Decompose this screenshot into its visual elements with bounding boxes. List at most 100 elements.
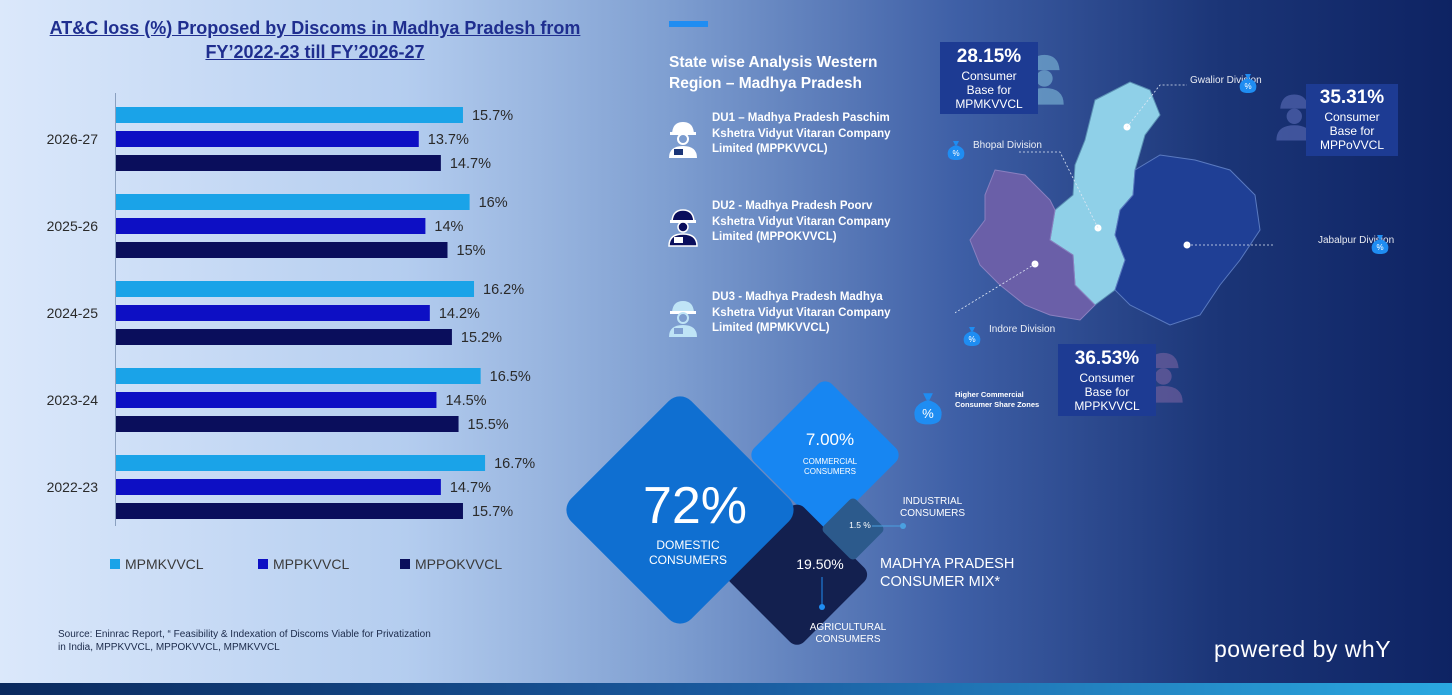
- discom-du1-text: DU1 – Madhya Pradesh Paschim Kshetra Vid…: [712, 112, 891, 155]
- discom-du2: DU2 - Madhya Pradesh Poorv Kshetra Vidyu…: [664, 199, 894, 265]
- domestic-label: DOMESTIC CONSUMERS: [648, 538, 727, 567]
- bar: [116, 131, 419, 147]
- indore-label: Indore Division: [989, 324, 1056, 335]
- bhopal-label: Bhopal Division: [973, 140, 1042, 151]
- legend-swatch: [110, 559, 120, 569]
- category-label: 2025-26: [47, 218, 99, 234]
- bar: [116, 455, 486, 471]
- category-label: 2026-27: [47, 131, 99, 147]
- bar: [116, 503, 463, 519]
- money-bag-icon: %: [963, 327, 981, 346]
- map-region-mppkvvcl: [969, 169, 1096, 321]
- money-bag-icon: %: [1371, 235, 1389, 254]
- data-label: 16.7%: [494, 456, 535, 472]
- bar: [116, 194, 470, 210]
- data-label: 14%: [434, 219, 463, 235]
- bar: [116, 392, 437, 408]
- commercial-diamond: [751, 381, 899, 529]
- chart-title: AT&C loss (%) Proposed by Discoms in Mad…: [49, 18, 581, 62]
- consumer-base-text: Consumer Base for MPPKVVCL: [1074, 371, 1140, 413]
- data-label: 13.7%: [428, 132, 469, 148]
- bar: [116, 368, 481, 384]
- consumer-mix-graphic: [566, 381, 906, 645]
- bar: [116, 416, 459, 432]
- bar: [116, 305, 430, 321]
- bar: [116, 218, 426, 234]
- category-label: 2023-24: [47, 392, 99, 408]
- svg-text:%: %: [922, 406, 934, 421]
- consumer-base-pct: 28.15%: [956, 46, 1022, 67]
- category-label: 2022-23: [47, 479, 99, 495]
- consumer-base-pct: 36.53%: [1074, 348, 1140, 369]
- svg-text:%: %: [952, 149, 959, 158]
- agricultural-pct: 19.50%: [796, 556, 844, 572]
- data-label: 16.2%: [483, 282, 524, 298]
- bottom-strip: [0, 683, 1452, 695]
- gwalior-label: Gwalior Division: [1190, 75, 1262, 86]
- money-bag-icon: %: [914, 393, 942, 425]
- svg-text:%: %: [1244, 82, 1251, 91]
- data-label: 15.5%: [468, 417, 509, 433]
- legend-swatch: [258, 559, 268, 569]
- industrial-label: INDUSTRIAL CONSUMERS: [899, 496, 965, 519]
- discom-du1: DU1 – Madhya Pradesh Paschim Kshetra Vid…: [664, 111, 894, 177]
- jabalpur-label: Jabalpur Division: [1318, 235, 1395, 246]
- bar: [116, 107, 463, 123]
- industrial-pct: 1.5 %: [849, 520, 871, 530]
- data-label: 14.7%: [450, 480, 491, 496]
- category-label: 2024-25: [47, 305, 99, 321]
- category-labels: 2026-27 2025-26 2024-25 2023-24 2022-23: [47, 131, 99, 495]
- bar: [116, 281, 475, 297]
- discom-du2-text: DU2 - Madhya Pradesh Poorv Kshetra Vidyu…: [712, 200, 891, 243]
- industrial-diamond: [822, 498, 884, 560]
- commercial-label: COMMERCIAL CONSUMERS: [802, 457, 858, 476]
- mp-map: [955, 81, 1275, 326]
- legend-label: MPPKVVCL: [273, 556, 349, 572]
- map-region-mppokvvcl: [1114, 154, 1261, 326]
- data-label: 16.5%: [490, 369, 531, 385]
- worker-icon: [669, 122, 697, 158]
- data-label: 16%: [479, 195, 508, 211]
- bars: [116, 107, 486, 519]
- discom-du3-text: DU3 - Madhya Pradesh Madhya Kshetra Vidy…: [712, 291, 891, 334]
- legend-swatch: [400, 559, 410, 569]
- data-label: 15.7%: [472, 504, 513, 520]
- commercial-pct: 7.00%: [805, 430, 855, 449]
- domestic-diamond: [566, 396, 794, 624]
- legend-label: MPMKVVCL: [125, 556, 204, 572]
- consumer-base-mpmkvvcl: 28.15% Consumer Base for MPMKVVCL: [940, 42, 1038, 114]
- worker-icon: [668, 209, 698, 247]
- consumer-mix-title: MADHYA PRADESH CONSUMER MIX*: [880, 556, 1015, 590]
- legend: MPMKVVCL MPPKVVCL MPPOKVVCL: [110, 556, 502, 572]
- money-bag-icon: %: [947, 141, 965, 160]
- consumer-base-text: Consumer Base for MPMKVVCL: [955, 69, 1023, 111]
- discom-du3: DU3 - Madhya Pradesh Madhya Kshetra Vidy…: [664, 290, 894, 356]
- svg-text:%: %: [1376, 243, 1383, 252]
- consumer-base-text: Consumer Base for MPPoVVCL: [1319, 110, 1385, 152]
- legend-label: MPPOKVVCL: [415, 556, 502, 572]
- consumer-base-mppkvvcl: 36.53% Consumer Base for MPPKVVCL: [1058, 344, 1156, 416]
- bar: [116, 155, 441, 171]
- data-labels: 15.7%13.7%14.7%16%14%15%16.2%14.2%15.2%1…: [428, 108, 536, 520]
- map-legend: Higher Commercial Consumer Share Zones: [955, 390, 1040, 409]
- accent-bar: [669, 21, 708, 27]
- data-label: 14.2%: [439, 306, 480, 322]
- branding: powered by whY: [1214, 636, 1392, 662]
- bar-chart: 2026-27 2025-26 2024-25 2023-24 2022-23 15.7…: [47, 93, 536, 572]
- consumer-base-mppovvcl: 35.31% Consumer Base for MPPoVVCL: [1306, 84, 1398, 156]
- worker-icon: [669, 301, 697, 337]
- bar: [116, 479, 441, 495]
- data-label: 15.2%: [461, 330, 502, 346]
- source-note: Source: Eninrac Report, “ Feasibility & …: [58, 629, 431, 653]
- svg-text:%: %: [968, 335, 975, 344]
- money-bag-icon: %: [1239, 74, 1257, 93]
- data-label: 14.5%: [445, 393, 486, 409]
- worker-icon: [1276, 94, 1313, 141]
- data-label: 15.7%: [472, 108, 513, 124]
- agricultural-label: AGRICULTURAL CONSUMERS: [809, 622, 887, 645]
- bar: [116, 329, 452, 345]
- data-label: 14.7%: [450, 156, 491, 172]
- consumer-base-pct: 35.31%: [1319, 87, 1385, 108]
- region-title: State wise Analysis Western Region – Mad…: [669, 54, 878, 92]
- bar: [116, 242, 448, 258]
